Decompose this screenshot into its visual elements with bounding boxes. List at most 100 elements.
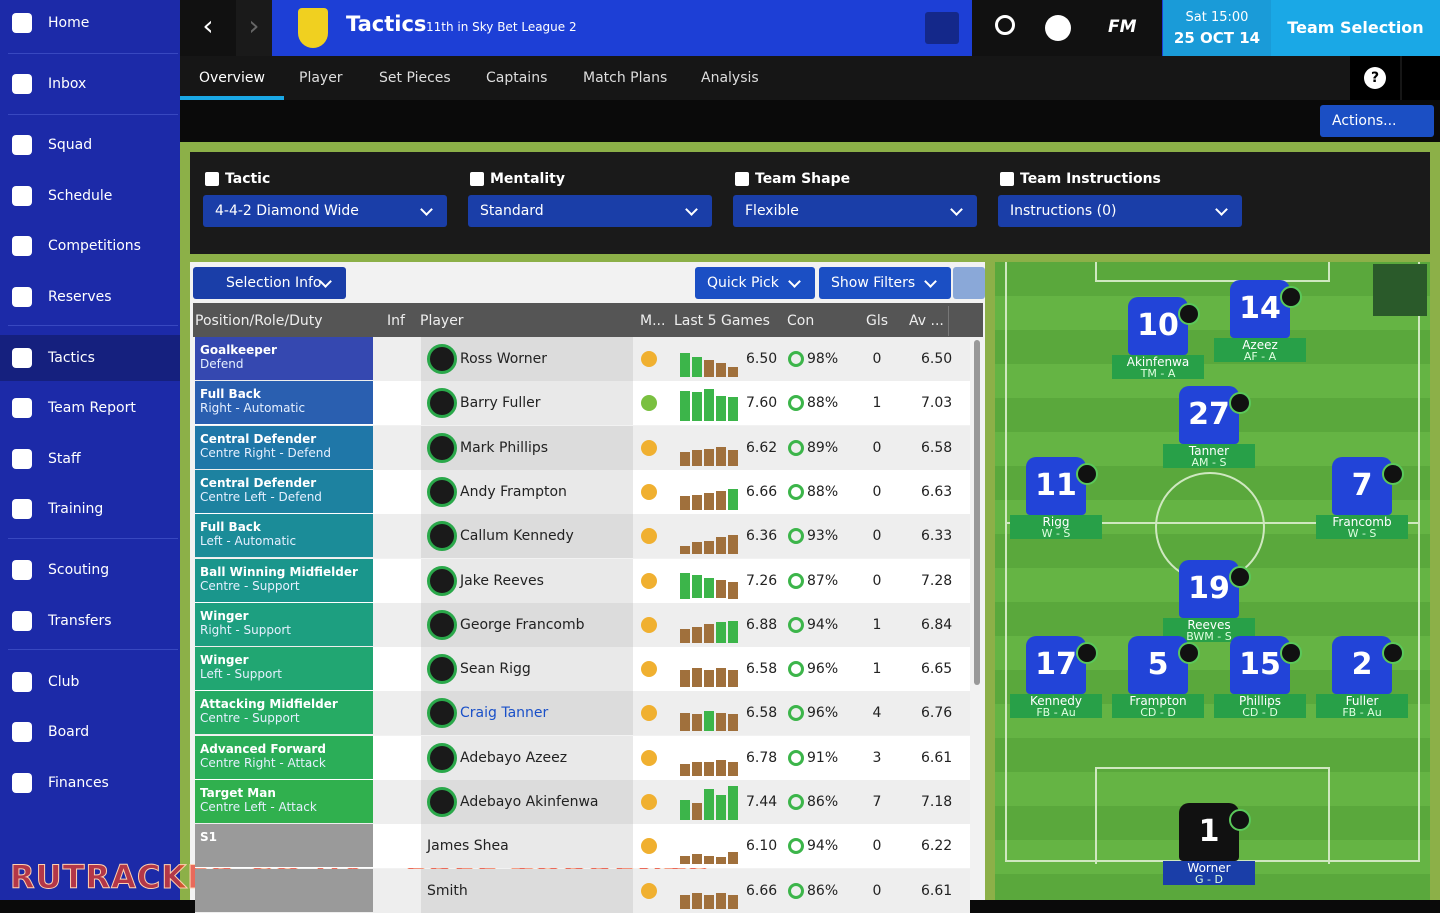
position-cell[interactable]: Full Back Right - Automatic — [195, 381, 373, 425]
condition: 86% — [807, 882, 839, 899]
pitch-player[interactable]: 11 Rigg W - S — [1010, 457, 1102, 540]
table-button[interactable]: Quick Pick — [695, 267, 815, 299]
tab[interactable]: Captains — [486, 70, 548, 86]
position-cell[interactable]: Goalkeeper Defend — [195, 337, 373, 380]
player-name[interactable]: Craig Tanner — [460, 705, 549, 722]
expand-button[interactable] — [1373, 264, 1427, 316]
position-cell[interactable]: Winger Left - Support — [195, 647, 373, 691]
player-name[interactable]: Smith — [427, 882, 468, 899]
shirt-number: 11 — [1026, 457, 1086, 515]
nav-item[interactable]: Inbox — [0, 61, 180, 107]
nav-item[interactable]: Finances — [0, 760, 180, 806]
table-button[interactable]: Selection Info — [193, 267, 346, 299]
position-cell[interactable]: Central Defender Centre Left - Defend — [195, 469, 373, 513]
column-header[interactable]: M... — [640, 313, 666, 329]
column-header[interactable]: Player — [420, 313, 464, 329]
player-name[interactable]: Barry Fuller — [460, 395, 541, 412]
pitch-player[interactable]: 10 Akinfenwa TM - A — [1112, 297, 1204, 380]
nav-item[interactable]: Transfers — [0, 598, 180, 644]
player-name[interactable]: George Francomb — [460, 616, 585, 633]
player-name[interactable]: Adebayo Azeez — [460, 749, 568, 766]
player-name[interactable]: Andy Frampton — [460, 483, 567, 500]
pitch-player[interactable]: 14 Azeez AF - A — [1214, 280, 1306, 363]
player-name[interactable]: Callum Kennedy — [460, 528, 574, 545]
column-header[interactable]: Av ... — [909, 313, 944, 329]
pitch-player[interactable]: 15 Phillips CD - D — [1214, 636, 1306, 719]
position-name: Winger — [200, 608, 249, 623]
position-cell[interactable]: Full Back Left - Automatic — [195, 514, 373, 558]
header: ‹ › Tactics 11th in Sky Bet League 2 FM … — [180, 0, 1440, 56]
tactic-dropdown[interactable]: Standard — [468, 195, 712, 227]
pitch-player[interactable]: 27 Tanner AM - S — [1163, 386, 1255, 469]
nav-item[interactable]: Board — [0, 709, 180, 755]
nav-item[interactable]: Scouting — [0, 547, 180, 593]
menu-button[interactable] — [925, 12, 959, 44]
pitch-player[interactable]: 7 Francomb W - S — [1316, 457, 1408, 540]
nav-item[interactable]: Tactics — [0, 335, 180, 381]
nav-icon — [12, 74, 32, 94]
nav-item[interactable]: Team Report — [0, 385, 180, 431]
position-cell[interactable]: Target Man Centre Left - Attack — [195, 780, 373, 823]
column-header[interactable]: Position/Role/Duty — [195, 313, 323, 329]
tactic-dropdown[interactable]: Instructions (0) — [998, 195, 1242, 227]
tab[interactable]: Player — [299, 70, 343, 86]
average-rating: 6.50 — [921, 351, 953, 367]
pitch-player[interactable]: 1 Worner G - D — [1163, 803, 1255, 886]
position-cell[interactable]: Central Defender Centre Right - Defend — [195, 425, 373, 469]
player-name[interactable]: Mark Phillips — [460, 439, 549, 456]
add-column[interactable] — [948, 306, 982, 336]
pitch-player[interactable]: 2 Fuller FB - Au — [1316, 636, 1408, 719]
star-badge — [1076, 463, 1098, 485]
pitch-player[interactable]: 19 Reeves BWM - S — [1163, 560, 1255, 643]
form-bar — [716, 668, 726, 688]
player-name[interactable]: Sean Rigg — [460, 661, 531, 678]
nav-item[interactable]: Squad — [0, 122, 180, 168]
globe-icon[interactable] — [1045, 15, 1071, 41]
tab[interactable]: Match Plans — [583, 70, 668, 86]
lock-button[interactable] — [953, 267, 985, 299]
pitch-player[interactable]: 5 Frampton CD - D — [1112, 636, 1204, 719]
brand[interactable]: FM — [1108, 17, 1137, 37]
more-button[interactable] — [1402, 56, 1440, 100]
table-button[interactable]: Show Filters — [819, 267, 951, 299]
morale-icon — [641, 528, 657, 545]
continue-button[interactable]: Team Selection — [1271, 0, 1440, 56]
position-cell[interactable]: Winger Right - Support — [195, 602, 373, 646]
column-header[interactable]: Gls — [866, 313, 889, 329]
tactic-dropdown[interactable]: 4-4-2 Diamond Wide — [203, 195, 447, 227]
column-header[interactable]: Con — [787, 313, 815, 329]
nav-item[interactable]: Club — [0, 659, 180, 705]
star-badge — [1229, 392, 1251, 414]
position-cell[interactable]: S1 — [195, 824, 373, 868]
pitch-player[interactable]: 17 Kennedy FB - Au — [1010, 636, 1102, 719]
search-icon[interactable] — [995, 15, 1015, 35]
help-button[interactable]: ? — [1350, 56, 1400, 100]
position-cell[interactable]: Advanced Forward Centre Right - Attack — [195, 735, 373, 779]
column-header[interactable]: Last 5 Games — [674, 313, 770, 329]
table-row: Attacking Midfielder Centre - Support Crai… — [195, 691, 970, 736]
position-cell[interactable]: Attacking Midfielder Centre - Support — [195, 691, 373, 735]
nav-item[interactable]: Schedule — [0, 173, 180, 219]
nav-item[interactable]: Staff — [0, 436, 180, 482]
position-cell[interactable]: Ball Winning Midfielder Centre - Support — [195, 558, 373, 602]
condition: 88% — [807, 395, 839, 412]
tab[interactable]: Overview — [180, 56, 284, 100]
player-name[interactable]: James Shea — [427, 838, 509, 855]
tactic-dropdown[interactable]: Flexible — [733, 195, 977, 227]
nav-item[interactable]: Reserves — [0, 274, 180, 320]
position-cell[interactable] — [195, 868, 373, 912]
player-name[interactable]: Ross Worner — [460, 351, 548, 367]
nav-item[interactable]: Training — [0, 486, 180, 532]
condition: 94% — [807, 616, 839, 633]
actions-button[interactable]: Actions... — [1320, 105, 1434, 137]
player-name[interactable]: Adebayo Akinfenwa — [460, 794, 599, 810]
pitch-player-name: Frampton — [1129, 694, 1187, 708]
back-button[interactable]: ‹ — [180, 0, 236, 56]
column-header[interactable]: Inf — [387, 313, 405, 329]
player-name[interactable]: Jake Reeves — [460, 572, 544, 589]
forward-button[interactable]: › — [236, 0, 272, 56]
nav-item[interactable]: Home — [0, 0, 180, 46]
tab[interactable]: Analysis — [701, 70, 759, 86]
tab[interactable]: Set Pieces — [379, 70, 451, 86]
nav-item[interactable]: Competitions — [0, 223, 180, 269]
